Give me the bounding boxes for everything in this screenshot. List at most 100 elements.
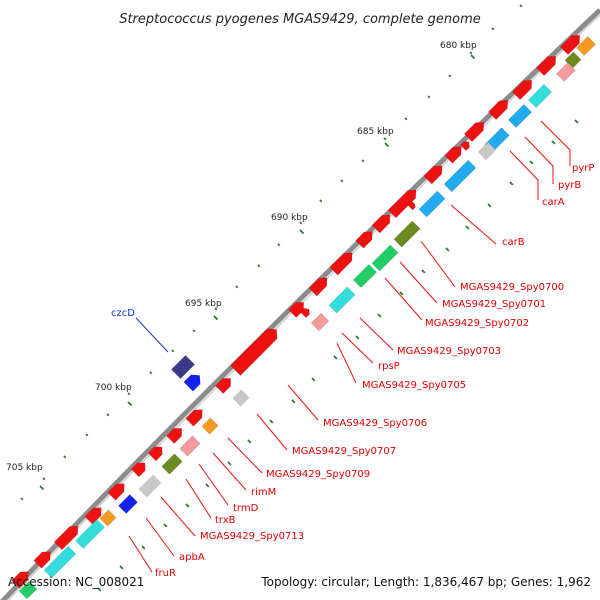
cds-forward — [463, 121, 485, 143]
gc-mark — [277, 243, 281, 247]
gc-mark — [106, 413, 110, 417]
leader-line — [185, 478, 212, 519]
feature-cog — [418, 190, 446, 218]
leader-line — [420, 240, 456, 288]
feature-cog — [556, 62, 576, 82]
gc-mark — [574, 119, 579, 124]
cds-forward — [215, 378, 231, 394]
gc-mark — [257, 264, 261, 268]
cds-forward — [107, 483, 125, 501]
gene-label: apbA — [179, 552, 205, 563]
gene-label: carA — [542, 197, 565, 208]
gc-mark — [445, 247, 450, 252]
gene-label: MGAS9429_Spy0700 — [460, 282, 564, 293]
feature-cog — [201, 417, 219, 435]
cds-forward — [147, 446, 163, 462]
feature-cog — [576, 36, 596, 56]
gene-label: rpsP — [378, 361, 400, 372]
gc-mark — [361, 159, 365, 163]
gene-label: MGAS9429_Spy0701 — [442, 299, 546, 310]
label-leader-lines — [128, 120, 571, 573]
cds-forward — [288, 302, 304, 318]
gc-mark — [470, 54, 476, 60]
gene-label: MGAS9429_Spy0709 — [266, 469, 370, 480]
leader-line — [256, 413, 288, 451]
gc-mark — [319, 199, 323, 203]
cds-forward — [130, 462, 146, 478]
gc-mark — [299, 229, 305, 235]
gene-label: trxB — [215, 515, 236, 526]
map-title: Streptococcus pyogenes MGAS9429, complet… — [119, 12, 481, 27]
gene-label: trmD — [233, 503, 259, 514]
cds-small — [459, 141, 470, 152]
gc-mark — [509, 181, 514, 186]
gc-mark — [163, 523, 168, 528]
gc-mark — [63, 455, 67, 459]
gc-mark — [311, 377, 316, 382]
gc-mark — [42, 477, 46, 481]
gene-label: MGAS9429_Spy0713 — [200, 531, 304, 542]
cds-forward — [185, 409, 203, 427]
feature-cog — [161, 453, 183, 475]
gc-mark — [227, 461, 232, 466]
gc-mark — [141, 545, 146, 550]
gc-mark — [185, 503, 190, 508]
gene-label: MGAS9429_Spy0705 — [362, 380, 466, 391]
cds-forward — [423, 165, 443, 185]
leader-line — [128, 535, 153, 573]
gc-mark — [383, 137, 387, 141]
gc-mark — [465, 225, 470, 230]
gc-mark — [427, 95, 431, 99]
gc-mark — [205, 483, 210, 488]
gc-mark — [192, 329, 196, 333]
leader-line — [135, 317, 169, 353]
gc-mark — [213, 315, 219, 321]
cds-forward — [329, 252, 353, 276]
genome-summary: Topology: circular; Length: 1,836,467 bp… — [260, 575, 591, 589]
gene-label: MGAS9429_Spy0703 — [397, 346, 501, 357]
leader-line — [540, 120, 571, 166]
gc-mark — [384, 142, 390, 148]
gc-mark — [491, 27, 495, 31]
cds-reverse-czcD — [170, 354, 196, 380]
feature-cog — [118, 494, 138, 514]
leader-line — [336, 342, 357, 384]
tick-label: 690 kbp — [271, 213, 308, 223]
tick-label: 680 kbp — [440, 41, 477, 51]
cds-forward — [487, 99, 509, 121]
feature-cog — [527, 83, 553, 109]
gene-label: MGAS9429_Spy0707 — [292, 446, 396, 457]
leader-line — [450, 204, 497, 245]
accession-label: Accession: NC_008021 — [8, 575, 144, 589]
cds-forward — [53, 525, 79, 551]
gc-mark — [127, 392, 131, 396]
gc-mark — [355, 335, 360, 340]
gc-mark — [377, 313, 382, 318]
gene-label: pyrP — [572, 163, 594, 174]
leader-line — [198, 463, 229, 506]
cds-forward — [511, 79, 533, 101]
gc-content-marks — [20, 4, 579, 592]
feature-cog — [43, 545, 77, 579]
leader-line — [399, 261, 438, 304]
gene-label: MGAS9429_Spy0706 — [323, 418, 427, 429]
feature-cog — [393, 220, 421, 248]
cds-forward — [371, 214, 391, 234]
feature-cog — [507, 103, 533, 129]
feature-track — [11, 34, 596, 600]
gc-mark — [421, 269, 426, 274]
gc-mark — [404, 117, 408, 121]
cds-forward — [387, 189, 417, 219]
gc-mark — [85, 433, 89, 437]
cds-small — [406, 201, 416, 211]
gene-labels: pyrP pyrB carA carB MGAS9429_Spy0700 MGA… — [111, 163, 594, 579]
gc-mark — [399, 291, 404, 296]
cds-reverse — [183, 374, 201, 392]
leader-line — [145, 517, 175, 557]
cds-forward — [166, 428, 182, 444]
gc-mark — [20, 497, 24, 501]
gc-mark — [247, 439, 252, 444]
cds-forward — [308, 277, 328, 297]
leader-line — [287, 384, 319, 421]
